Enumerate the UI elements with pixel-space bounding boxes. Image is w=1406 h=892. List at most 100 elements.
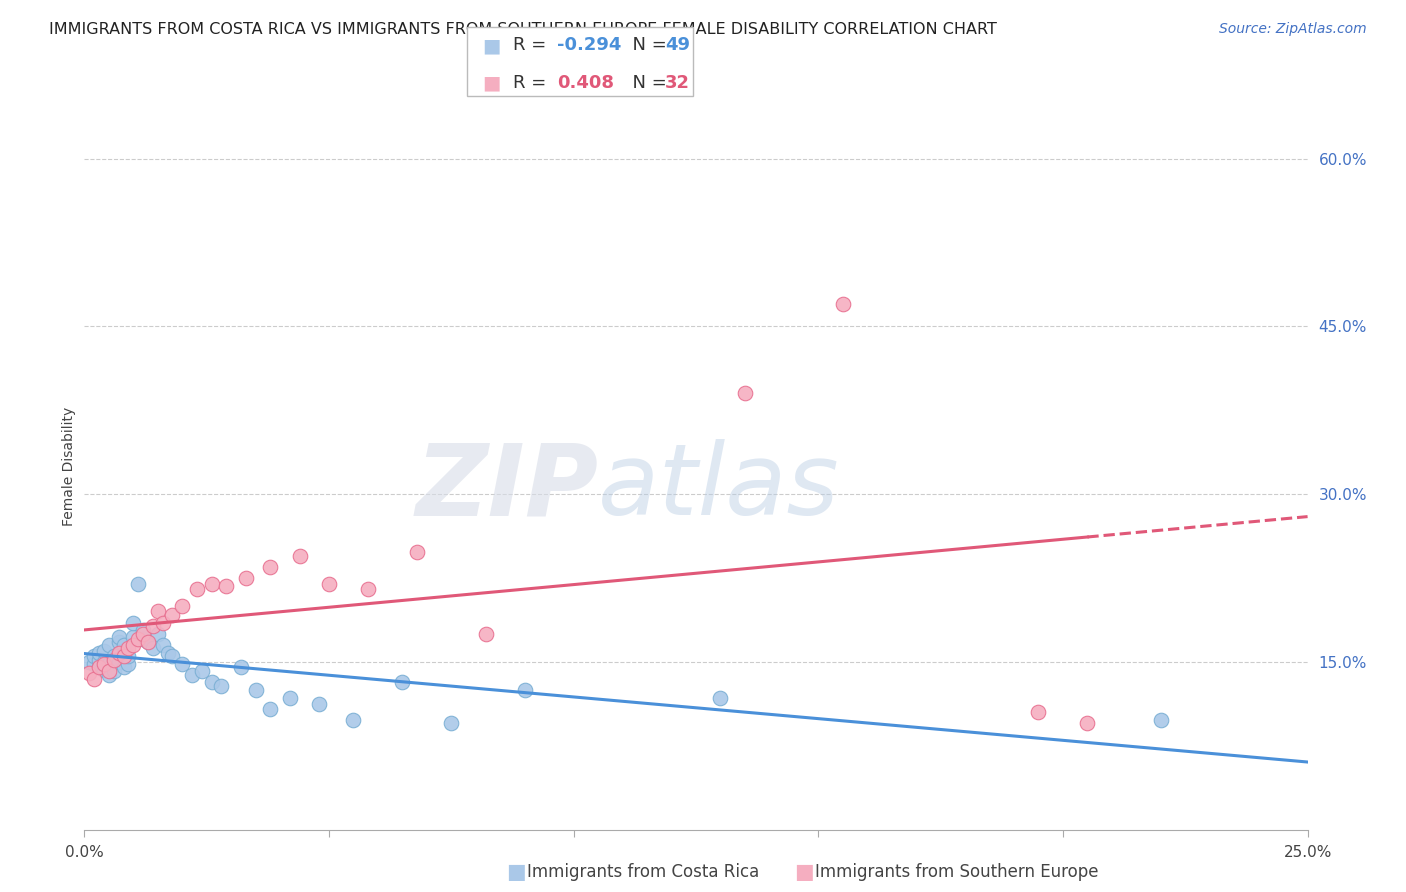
- Point: [391, 674, 413, 689]
- Point: [200, 674, 222, 689]
- Point: [1150, 713, 1173, 727]
- Point: [136, 634, 159, 648]
- Point: [117, 649, 139, 664]
- Text: 49: 49: [665, 37, 690, 54]
- Point: [112, 646, 135, 660]
- Point: [87, 660, 110, 674]
- Point: [112, 638, 135, 652]
- Point: [200, 576, 222, 591]
- Text: 32: 32: [665, 74, 690, 92]
- Point: [93, 643, 115, 657]
- Point: [103, 652, 125, 666]
- Point: [235, 571, 257, 585]
- Point: [132, 632, 155, 647]
- Text: -0.294: -0.294: [557, 37, 621, 54]
- Point: [112, 649, 135, 664]
- Point: [156, 646, 179, 660]
- Point: [112, 660, 135, 674]
- Point: [259, 559, 281, 574]
- Point: [127, 576, 149, 591]
- Text: atlas: atlas: [598, 440, 839, 536]
- Point: [513, 682, 536, 697]
- Point: [107, 655, 129, 669]
- Point: [93, 655, 115, 669]
- Point: [215, 579, 238, 593]
- Text: IMMIGRANTS FROM COSTA RICA VS IMMIGRANTS FROM SOUTHERN EUROPE FEMALE DISABILITY : IMMIGRANTS FROM COSTA RICA VS IMMIGRANTS…: [49, 22, 997, 37]
- Point: [83, 657, 105, 671]
- Y-axis label: Female Disability: Female Disability: [62, 407, 76, 525]
- Point: [117, 641, 139, 656]
- Point: [734, 386, 756, 401]
- Text: ■: ■: [794, 863, 814, 882]
- Point: [709, 690, 731, 705]
- Point: [245, 682, 267, 697]
- Point: [146, 627, 169, 641]
- Text: ■: ■: [482, 73, 501, 93]
- Point: [162, 607, 184, 622]
- Point: [136, 634, 159, 648]
- Text: Immigrants from Southern Europe: Immigrants from Southern Europe: [815, 863, 1099, 881]
- Text: N =: N =: [621, 74, 673, 92]
- Point: [107, 646, 129, 660]
- Text: N =: N =: [621, 37, 673, 54]
- Text: 0.408: 0.408: [557, 74, 614, 92]
- Point: [172, 599, 194, 613]
- Point: [186, 582, 208, 596]
- Text: ■: ■: [482, 36, 501, 55]
- Point: [308, 698, 330, 712]
- Point: [97, 668, 120, 682]
- Point: [97, 664, 120, 678]
- Point: [142, 641, 165, 656]
- Point: [191, 664, 214, 678]
- Point: [229, 660, 252, 674]
- Point: [406, 545, 429, 559]
- Point: [77, 665, 100, 680]
- Point: [122, 638, 145, 652]
- Point: [103, 649, 125, 664]
- Text: Immigrants from Costa Rica: Immigrants from Costa Rica: [527, 863, 759, 881]
- Point: [87, 646, 110, 660]
- Point: [831, 297, 853, 311]
- Point: [132, 627, 155, 641]
- Text: Source: ZipAtlas.com: Source: ZipAtlas.com: [1219, 22, 1367, 37]
- Point: [142, 619, 165, 633]
- Point: [83, 649, 105, 664]
- Point: [107, 634, 129, 648]
- Point: [97, 638, 120, 652]
- Point: [122, 630, 145, 644]
- Text: R =: R =: [513, 74, 558, 92]
- Point: [162, 649, 184, 664]
- Point: [117, 657, 139, 671]
- Point: [288, 549, 311, 563]
- Point: [474, 627, 496, 641]
- Point: [342, 713, 364, 727]
- Text: ■: ■: [506, 863, 526, 882]
- Point: [146, 605, 169, 619]
- Point: [440, 716, 463, 731]
- Point: [181, 668, 204, 682]
- Point: [209, 680, 232, 694]
- Point: [87, 652, 110, 666]
- Point: [1076, 716, 1098, 731]
- Point: [127, 632, 149, 647]
- Text: R =: R =: [513, 37, 553, 54]
- Point: [1028, 705, 1050, 719]
- Point: [318, 576, 340, 591]
- Point: [93, 657, 115, 671]
- Point: [103, 664, 125, 678]
- Point: [87, 660, 110, 674]
- Point: [172, 657, 194, 671]
- Point: [83, 672, 105, 686]
- Point: [357, 582, 380, 596]
- Point: [122, 615, 145, 630]
- Point: [152, 615, 174, 630]
- Point: [93, 663, 115, 677]
- Point: [77, 655, 100, 669]
- Point: [152, 638, 174, 652]
- Point: [278, 690, 301, 705]
- Point: [107, 630, 129, 644]
- Text: ZIP: ZIP: [415, 440, 598, 536]
- Point: [97, 657, 120, 671]
- Point: [132, 624, 155, 638]
- Point: [259, 702, 281, 716]
